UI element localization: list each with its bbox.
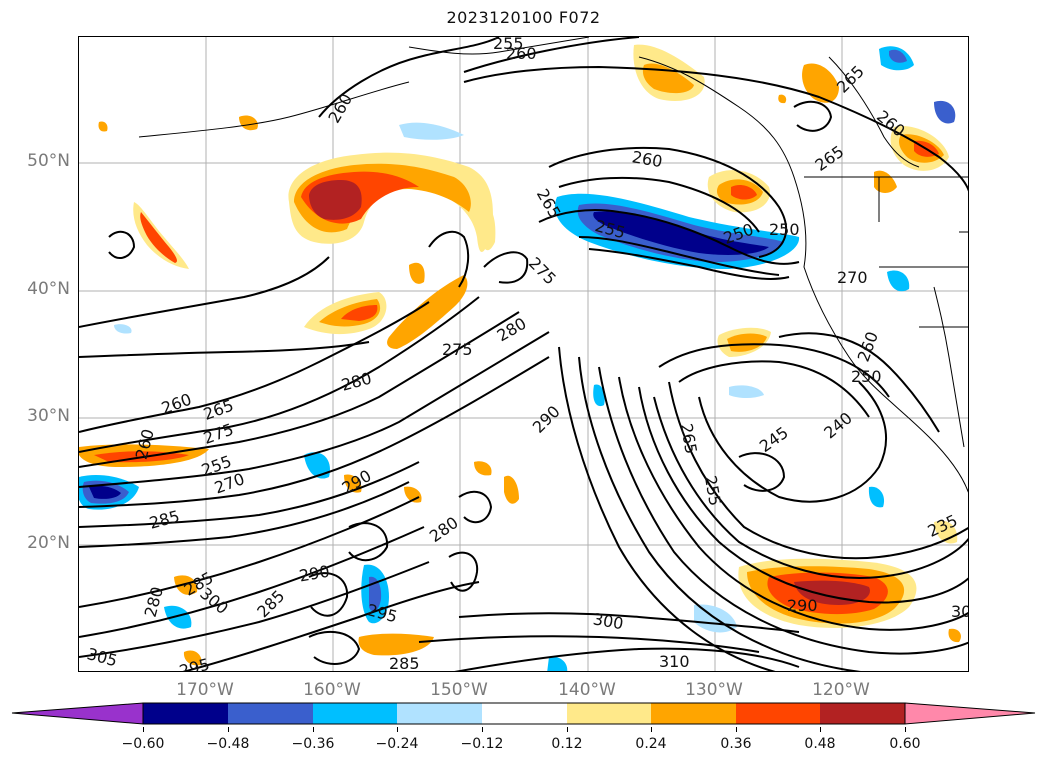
coastlines	[138, 37, 968, 493]
lon-label-120w: 120°W	[812, 680, 870, 700]
contour-label: 260	[854, 329, 882, 364]
colorbar	[11, 702, 1036, 725]
colorbar-extend-high	[904, 702, 1036, 725]
lon-label-170w: 170°W	[176, 680, 234, 700]
contour-label: 250	[769, 220, 800, 239]
contour-label: 275	[442, 340, 473, 359]
colorbar-segment	[397, 703, 482, 724]
contour-label: 280	[339, 369, 373, 395]
contour-label: 260	[159, 390, 194, 418]
contour-label: 270	[837, 268, 868, 287]
colorbar-segment	[482, 703, 567, 724]
lon-label-160w: 160°W	[303, 680, 361, 700]
contour-label: 260	[631, 147, 664, 171]
contour-label: 280	[494, 314, 530, 346]
lat-label-50n: 50°N	[27, 151, 70, 171]
colorbar-tickmark	[228, 727, 229, 732]
colorbar-tick-label: −0.12	[460, 736, 504, 752]
contour-label: 300	[592, 609, 625, 633]
contour-label: 285	[389, 654, 420, 672]
negative-shading	[79, 46, 956, 671]
colorbar-tick-label: 0.12	[551, 736, 583, 752]
colorbar-tick-label: −0.48	[206, 736, 250, 752]
contour-label: 250	[851, 367, 882, 386]
contour-label: 285	[147, 507, 181, 533]
map-panel: 255 260 260 265 265 260 260 265 250 255 …	[78, 36, 969, 672]
lon-label-130w: 130°W	[685, 680, 743, 700]
contour-label: 30	[951, 602, 969, 621]
contour-lines	[79, 37, 968, 671]
lon-label-140w: 140°W	[558, 680, 616, 700]
plot-title: 2023120100 F072	[446, 8, 601, 27]
colorbar-segment	[651, 703, 736, 724]
colorbar-tick-label: 0.24	[635, 736, 667, 752]
colorbar-outline	[142, 702, 906, 725]
lon-label-150w: 150°W	[430, 680, 488, 700]
contour-label: 265	[677, 422, 701, 455]
colorbar-segment	[567, 703, 651, 724]
colorbar-tickmark	[313, 727, 314, 732]
colorbar-tick-label: −0.36	[291, 736, 335, 752]
contour-label: 290	[787, 596, 818, 615]
contour-label: 295	[177, 655, 211, 672]
lat-label-20n: 20°N	[27, 533, 70, 553]
colorbar-segment	[820, 703, 905, 724]
colorbar-tick-label: −0.24	[375, 736, 419, 752]
colorbar-tick-label: 0.36	[720, 736, 752, 752]
colorbar-segment	[143, 703, 228, 724]
contour-label: 290	[298, 562, 331, 586]
contour-label: 310	[659, 652, 690, 671]
contour-label: 275	[525, 253, 560, 288]
colorbar-tickmark	[820, 727, 821, 732]
contour-label: 280	[141, 585, 167, 619]
graticule	[79, 37, 968, 671]
colorbar-segment	[313, 703, 397, 724]
contour-label: 260	[324, 90, 356, 126]
colorbar-tickmark	[482, 727, 483, 732]
contour-label: 290	[529, 402, 564, 437]
contour-label: 280	[426, 513, 462, 546]
contour-label: 260	[506, 44, 537, 63]
colorbar-tickmark	[397, 727, 398, 732]
lat-label-40n: 40°N	[27, 279, 70, 299]
contour-label: 255	[701, 474, 725, 507]
map-canvas: 255 260 260 265 265 260 260 265 250 255 …	[79, 37, 969, 672]
colorbar-segment	[228, 703, 313, 724]
contour-label: 240	[820, 408, 856, 442]
colorbar-tickmark	[905, 727, 906, 732]
colorbar-tick-label: −0.60	[121, 736, 165, 752]
colorbar-tickmark	[143, 727, 144, 732]
colorbar-tickmark	[651, 727, 652, 732]
colorbar-segment	[736, 703, 820, 724]
contour-label: 305	[85, 644, 119, 670]
contour-label: 255	[493, 37, 524, 53]
contour-label: 245	[756, 423, 792, 456]
colorbar-extend-low	[11, 702, 144, 725]
colorbar-tick-label: 0.60	[889, 736, 921, 752]
colorbar-tick-label: 0.48	[804, 736, 836, 752]
lat-label-30n: 30°N	[27, 406, 70, 426]
colorbar-tickmark	[736, 727, 737, 732]
colorbar-tickmark	[567, 727, 568, 732]
